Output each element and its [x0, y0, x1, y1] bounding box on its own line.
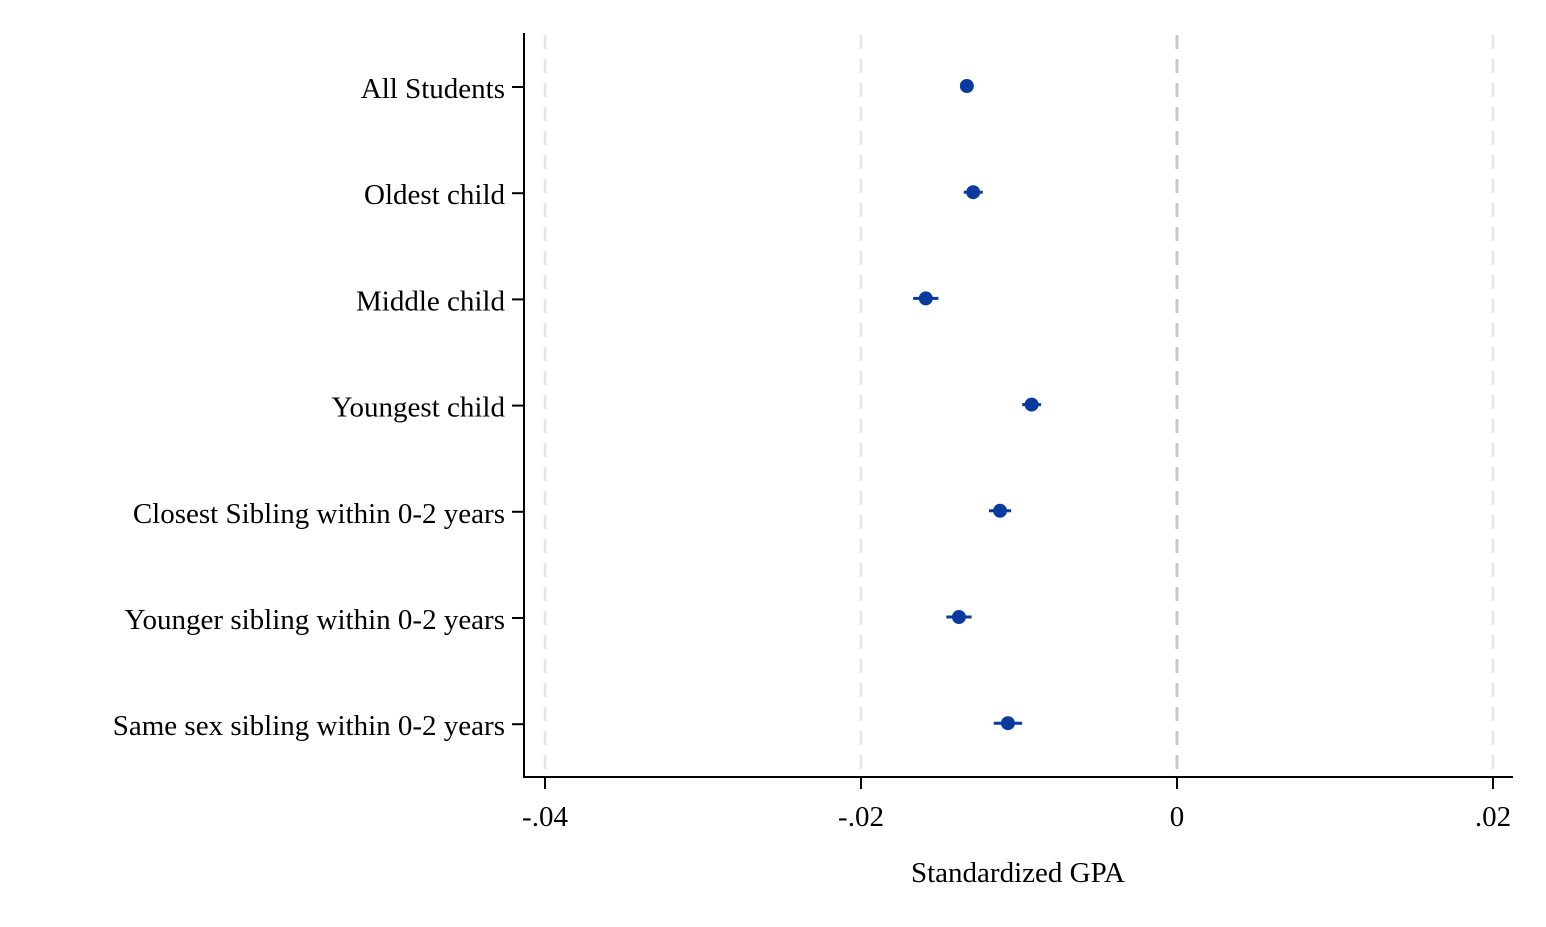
x-tick-label: .02 — [1475, 801, 1511, 833]
x-tick-label: -.04 — [522, 801, 568, 833]
y-tick-label: Younger sibling within 0-2 years — [125, 604, 505, 636]
point-estimate — [993, 503, 1008, 518]
y-tick-label: Closest Sibling within 0-2 years — [133, 498, 505, 530]
axis-layer — [523, 33, 1513, 778]
x-tick-layer: -.04 -.02 0 .02 — [522, 777, 1511, 833]
grid-layer — [543, 35, 1495, 776]
x-axis-title: Standardized GPA — [911, 857, 1125, 889]
point-estimate — [966, 185, 981, 200]
point-estimate — [918, 291, 933, 306]
x-tick-label: -.02 — [838, 801, 884, 833]
y-tick-layer: All Students Oldest child Middle child Youn… — [113, 73, 524, 742]
point-estimate — [1024, 397, 1039, 412]
x-tick-label: 0 — [1170, 801, 1185, 833]
y-tick-label: All Students — [361, 73, 505, 105]
marks-layer — [913, 79, 1042, 731]
y-tick-label: Oldest child — [364, 179, 505, 211]
y-tick-label: Middle child — [356, 285, 506, 317]
point-estimate — [959, 79, 974, 93]
point-estimate — [1000, 716, 1015, 731]
y-tick-label: Youngest child — [332, 392, 506, 424]
y-tick-label: Same sex sibling within 0-2 years — [113, 710, 505, 742]
point-estimate — [951, 610, 966, 624]
